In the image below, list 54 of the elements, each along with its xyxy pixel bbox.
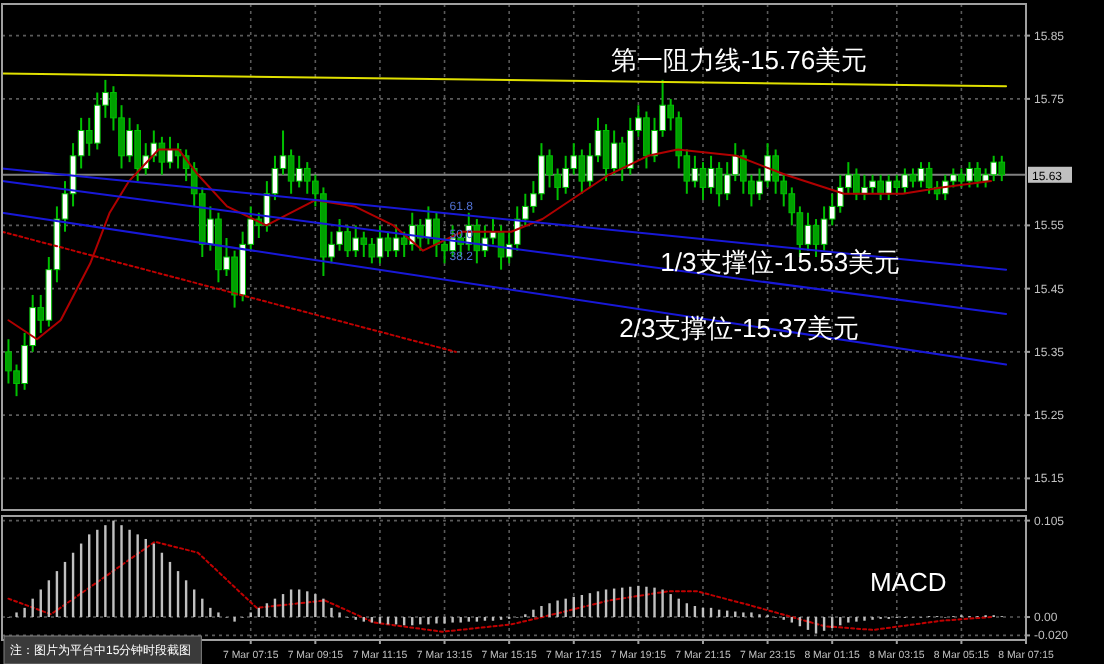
candlestick xyxy=(546,148,553,189)
candlestick xyxy=(925,161,933,195)
candlestick xyxy=(295,154,303,189)
candlestick xyxy=(158,135,166,176)
candlestick xyxy=(384,230,392,258)
candlestick xyxy=(643,110,650,170)
candlestick xyxy=(869,173,876,195)
candlestick xyxy=(602,123,610,183)
candlestick xyxy=(5,338,12,385)
candlestick xyxy=(497,224,505,271)
candlestick xyxy=(376,224,384,265)
candlestick xyxy=(368,237,376,265)
candlestick xyxy=(982,167,989,189)
candlestick xyxy=(958,167,965,189)
candlestick xyxy=(417,218,424,252)
candlestick xyxy=(949,167,957,189)
candlestick xyxy=(909,167,917,189)
candlestick xyxy=(941,173,949,202)
candlestick xyxy=(352,224,360,258)
candlestick xyxy=(772,148,779,195)
candlestick xyxy=(481,224,489,258)
candlestick xyxy=(578,148,586,195)
candlestick xyxy=(699,161,707,202)
candlestick xyxy=(853,167,860,202)
candlestick xyxy=(917,161,925,189)
candlestick xyxy=(610,129,618,176)
candlestick xyxy=(707,154,715,195)
candlestick xyxy=(287,148,295,195)
candlestick xyxy=(425,205,432,246)
candlestick xyxy=(974,161,981,189)
candlestick xyxy=(392,224,400,258)
candlestick xyxy=(134,123,141,183)
candlestick xyxy=(804,211,812,252)
candlestick xyxy=(691,154,699,189)
candlestick xyxy=(344,224,351,258)
candlestick xyxy=(166,135,174,170)
candlestick xyxy=(990,154,998,183)
candlestick xyxy=(126,116,133,164)
candlestick xyxy=(433,211,440,258)
candlestick xyxy=(336,218,343,252)
candlestick xyxy=(562,154,570,195)
candlestick xyxy=(966,161,973,189)
candlestick xyxy=(618,135,626,183)
annotation: 第一阻力线-15.76美元 xyxy=(611,45,868,76)
candlestick xyxy=(901,167,909,195)
candlestick xyxy=(360,230,368,258)
candlestick xyxy=(715,161,723,208)
candlestick xyxy=(538,142,545,202)
candlestick xyxy=(998,154,1006,183)
candlestick xyxy=(877,173,884,202)
annotation: MACD xyxy=(869,567,947,598)
candlestick xyxy=(400,230,408,258)
candlestick xyxy=(885,173,893,202)
candlestick xyxy=(893,173,901,195)
